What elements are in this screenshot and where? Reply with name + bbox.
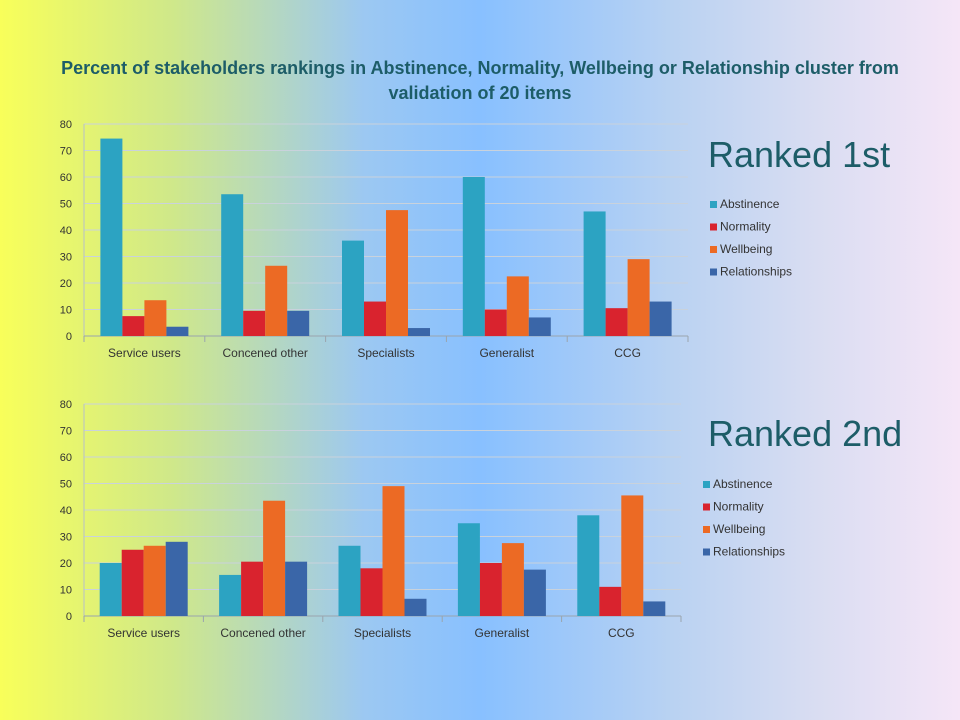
bar-abstinence-2 bbox=[221, 194, 244, 336]
bar-abstinence-5 bbox=[583, 211, 606, 336]
chart-title: Percent of stakeholders rankings in Abst… bbox=[61, 58, 899, 103]
legend-swatch-abstinence bbox=[703, 481, 710, 488]
x-tick-label: Specialists bbox=[354, 626, 411, 640]
bar-abstinence-3 bbox=[338, 545, 361, 616]
legend-label-abstinence: Abstinence bbox=[713, 477, 773, 491]
bar-normality-4 bbox=[479, 563, 502, 616]
bar-wellbeing-4 bbox=[501, 543, 524, 616]
ranked-1st-label: Ranked 1st bbox=[708, 134, 891, 175]
y-tick-label: 40 bbox=[60, 225, 72, 237]
y-tick-label: 40 bbox=[60, 505, 72, 517]
x-tick-label: Specialists bbox=[357, 346, 414, 360]
legend-swatch-normality bbox=[710, 223, 717, 231]
bar-relationships-5 bbox=[649, 301, 672, 336]
x-tick-label: Concened other bbox=[220, 626, 305, 640]
y-tick-label: 30 bbox=[60, 532, 72, 544]
bar-relationships-1 bbox=[165, 541, 188, 616]
y-tick-label: 20 bbox=[60, 558, 72, 570]
y-tick-label: 0 bbox=[66, 611, 72, 623]
legend-label-wellbeing: Wellbeing bbox=[720, 242, 772, 256]
legend-swatch-wellbeing bbox=[703, 526, 710, 533]
y-tick-label: 0 bbox=[66, 331, 72, 343]
y-tick-label: 20 bbox=[60, 278, 72, 290]
y-tick-label: 80 bbox=[60, 399, 72, 411]
bar-normality-1 bbox=[121, 549, 144, 616]
bar-relationships-4 bbox=[528, 317, 551, 336]
y-tick-label: 60 bbox=[60, 452, 72, 464]
bar-abstinence-4 bbox=[462, 177, 485, 336]
bar-abstinence-3 bbox=[342, 240, 364, 336]
bar-relationships-4 bbox=[523, 569, 546, 616]
legend-label-wellbeing: Wellbeing bbox=[713, 522, 765, 536]
bar-normality-1 bbox=[122, 316, 145, 336]
y-tick-label: 60 bbox=[60, 172, 72, 184]
y-tick-label: 10 bbox=[60, 305, 72, 317]
bar-abstinence-5 bbox=[577, 515, 600, 616]
x-tick-label: Service users bbox=[108, 346, 181, 360]
legend-label-abstinence: Abstinence bbox=[720, 197, 780, 211]
bar-wellbeing-2 bbox=[265, 265, 288, 336]
legend-swatch-relationships bbox=[703, 548, 710, 556]
legend-label-relationships: Relationships bbox=[720, 265, 792, 279]
legend-label-relationships: Relationships bbox=[713, 545, 785, 559]
x-tick-label: Generalist bbox=[479, 346, 534, 360]
y-tick-label: 50 bbox=[60, 479, 72, 491]
bar-normality-5 bbox=[599, 586, 622, 616]
legend-swatch-normality bbox=[703, 503, 710, 511]
bar-abstinence-1 bbox=[100, 138, 123, 336]
bar-wellbeing-5 bbox=[627, 259, 650, 336]
legend-swatch-abstinence bbox=[710, 201, 717, 208]
bar-abstinence-4 bbox=[457, 523, 480, 616]
bar-normality-3 bbox=[360, 568, 383, 616]
bar-normality-5 bbox=[605, 308, 628, 336]
y-tick-label: 50 bbox=[60, 199, 72, 211]
bar-normality-2 bbox=[241, 561, 264, 616]
bar-wellbeing-3 bbox=[386, 210, 408, 336]
bar-wellbeing-3 bbox=[382, 486, 405, 616]
bar-relationships-2 bbox=[287, 310, 310, 336]
y-tick-label: 10 bbox=[60, 585, 72, 597]
ranked-2nd-label: Ranked 2nd bbox=[708, 413, 903, 454]
x-tick-label: Service users bbox=[107, 626, 180, 640]
y-tick-label: 70 bbox=[60, 426, 72, 438]
x-tick-label: CCG bbox=[608, 626, 635, 640]
y-tick-label: 30 bbox=[60, 252, 72, 264]
bar-relationships-5 bbox=[643, 601, 666, 616]
bar-normality-4 bbox=[484, 309, 507, 336]
bar-wellbeing-5 bbox=[621, 495, 644, 616]
legend-label-normality: Normality bbox=[720, 220, 771, 234]
x-tick-label: Generalist bbox=[475, 626, 530, 640]
legend-swatch-relationships bbox=[710, 268, 717, 276]
bar-relationships-1 bbox=[166, 326, 189, 336]
legend-swatch-wellbeing bbox=[710, 246, 717, 253]
bar-abstinence-2 bbox=[219, 574, 242, 616]
bar-relationships-2 bbox=[285, 561, 308, 616]
bar-relationships-3 bbox=[404, 598, 427, 616]
bar-wellbeing-1 bbox=[144, 300, 167, 336]
x-tick-label: Concened other bbox=[222, 346, 307, 360]
bar-wellbeing-1 bbox=[143, 545, 166, 616]
x-tick-label: CCG bbox=[614, 346, 641, 360]
bar-abstinence-1 bbox=[99, 563, 122, 616]
y-tick-label: 80 bbox=[60, 119, 72, 131]
y-tick-label: 70 bbox=[60, 146, 72, 158]
bar-normality-2 bbox=[243, 310, 266, 336]
bar-wellbeing-4 bbox=[506, 276, 529, 336]
bar-normality-3 bbox=[364, 301, 386, 336]
legend-label-normality: Normality bbox=[713, 500, 764, 514]
bar-relationships-3 bbox=[408, 328, 430, 336]
bar-wellbeing-2 bbox=[263, 500, 286, 616]
